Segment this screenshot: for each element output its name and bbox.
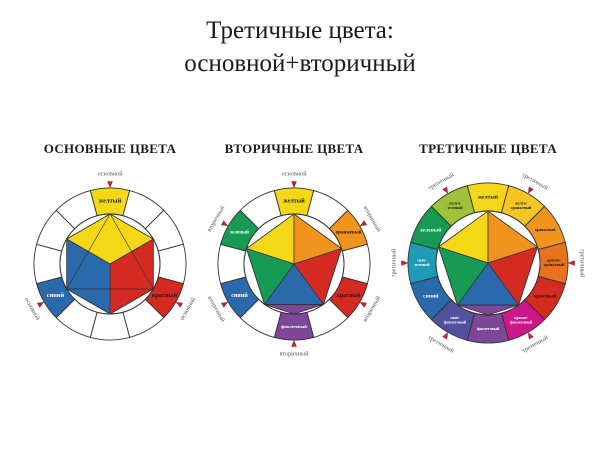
svg-text:фиолетовый: фиолетовый bbox=[477, 326, 500, 331]
svg-text:основной: основной bbox=[23, 296, 42, 322]
svg-text:желтый: желтый bbox=[283, 197, 305, 204]
svg-text:синий: синий bbox=[47, 292, 65, 299]
svg-text:вторичный: вторичный bbox=[206, 204, 227, 233]
svg-text:зеленый: зеленый bbox=[420, 226, 442, 233]
svg-text:третичный: третичный bbox=[427, 171, 456, 192]
svg-text:синий: синий bbox=[231, 292, 248, 299]
svg-text:зеленый: зеленый bbox=[447, 205, 463, 210]
svg-text:вторичный: вторичный bbox=[280, 350, 309, 357]
svg-text:вторичный: вторичный bbox=[206, 295, 227, 324]
svg-text:третичный: третичный bbox=[427, 334, 456, 355]
svg-text:красный: красный bbox=[534, 292, 557, 299]
svg-text:оранжевый: оранжевый bbox=[336, 231, 362, 236]
svg-text:фиолетовый: фиолетовый bbox=[444, 319, 467, 324]
svg-text:фиолетовый: фиолетовый bbox=[281, 324, 307, 329]
svg-text:оранжевый: оранжевый bbox=[544, 262, 565, 267]
svg-text:зеленый: зеленый bbox=[230, 231, 249, 236]
svg-text:зеленый: зеленый bbox=[414, 262, 430, 267]
svg-text:третичный: третичный bbox=[390, 248, 397, 277]
svg-text:третичный: третичный bbox=[521, 171, 550, 192]
svg-text:оранжевый: оранжевый bbox=[511, 205, 532, 210]
svg-text:основной: основной bbox=[97, 170, 123, 177]
svg-text:желтый: желтый bbox=[99, 197, 122, 204]
svg-text:оранжевый: оранжевый bbox=[535, 227, 556, 232]
svg-text:красный: красный bbox=[152, 292, 178, 299]
svg-text:третичный: третичный bbox=[579, 249, 586, 278]
svg-text:красный: красный bbox=[337, 292, 362, 299]
svg-text:третичный: третичный bbox=[521, 334, 550, 355]
svg-text:желтый: желтый bbox=[478, 193, 499, 200]
svg-text:основной: основной bbox=[281, 170, 307, 177]
svg-text:фиолетовый: фиолетовый bbox=[510, 319, 533, 324]
svg-text:синий: синий bbox=[423, 292, 439, 299]
